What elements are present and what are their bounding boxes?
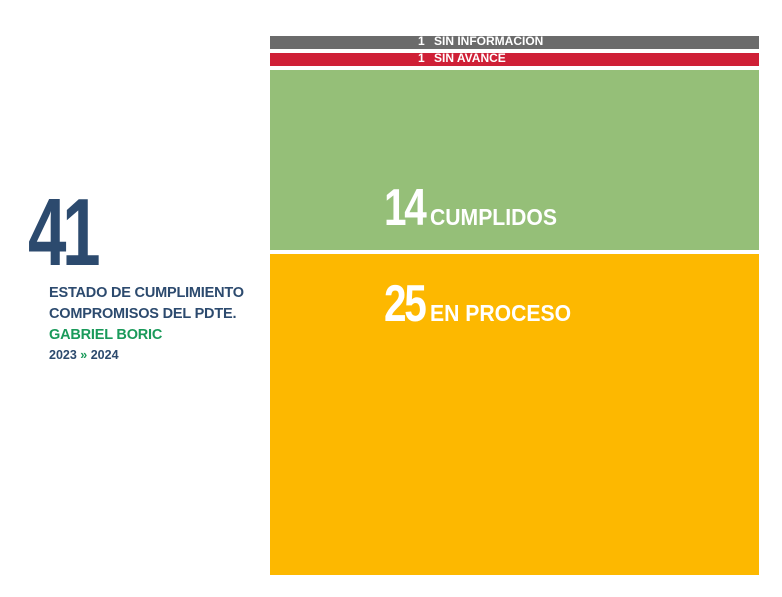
thin-bar-label: 1 SIN INFORMACIÓN: [418, 34, 543, 48]
thin-bar-label: 1 SIN AVANCE: [418, 51, 506, 65]
bar-category-label: SIN AVANCE: [434, 51, 506, 65]
bar-value-label: 25: [384, 274, 427, 333]
bar-sin-informaci-n: 1 SIN INFORMACIÓN: [270, 34, 759, 49]
block-bar-label: 14 CUMPLIDOS: [384, 182, 568, 234]
bar-category-label: EN PROCESO: [430, 299, 572, 326]
caption-line-1: ESTADO DE CUMPLIMIENTO: [49, 285, 244, 301]
bar-value-label: 1: [418, 34, 425, 48]
bar-value-label: 1: [418, 51, 425, 65]
year-arrow: »: [80, 348, 88, 362]
bar-category-label: SIN INFORMACIÓN: [434, 34, 544, 48]
year-range: 2023 » 2024: [49, 346, 264, 364]
caption: ESTADO DE CUMPLIMIENTO COMPROMISOS DEL P…: [49, 283, 264, 364]
bar-cumplidos: 14 CUMPLIDOS: [270, 70, 759, 250]
bar-sin-avance: 1 SIN AVANCE: [270, 51, 759, 66]
year-start: 2023: [49, 348, 77, 362]
caption-line-2: COMPROMISOS DEL PDTE.: [49, 306, 237, 322]
president-name: GABRIEL BORIC: [49, 327, 163, 343]
bar-value-label: 14: [384, 178, 427, 237]
bar-category-label: CUMPLIDOS: [430, 203, 557, 230]
year-end: 2024: [90, 348, 119, 362]
block-bar-label: 25 EN PROCESO: [384, 278, 583, 330]
bar-en-proceso: 25 EN PROCESO: [270, 253, 759, 575]
total-count: 41: [28, 179, 101, 286]
